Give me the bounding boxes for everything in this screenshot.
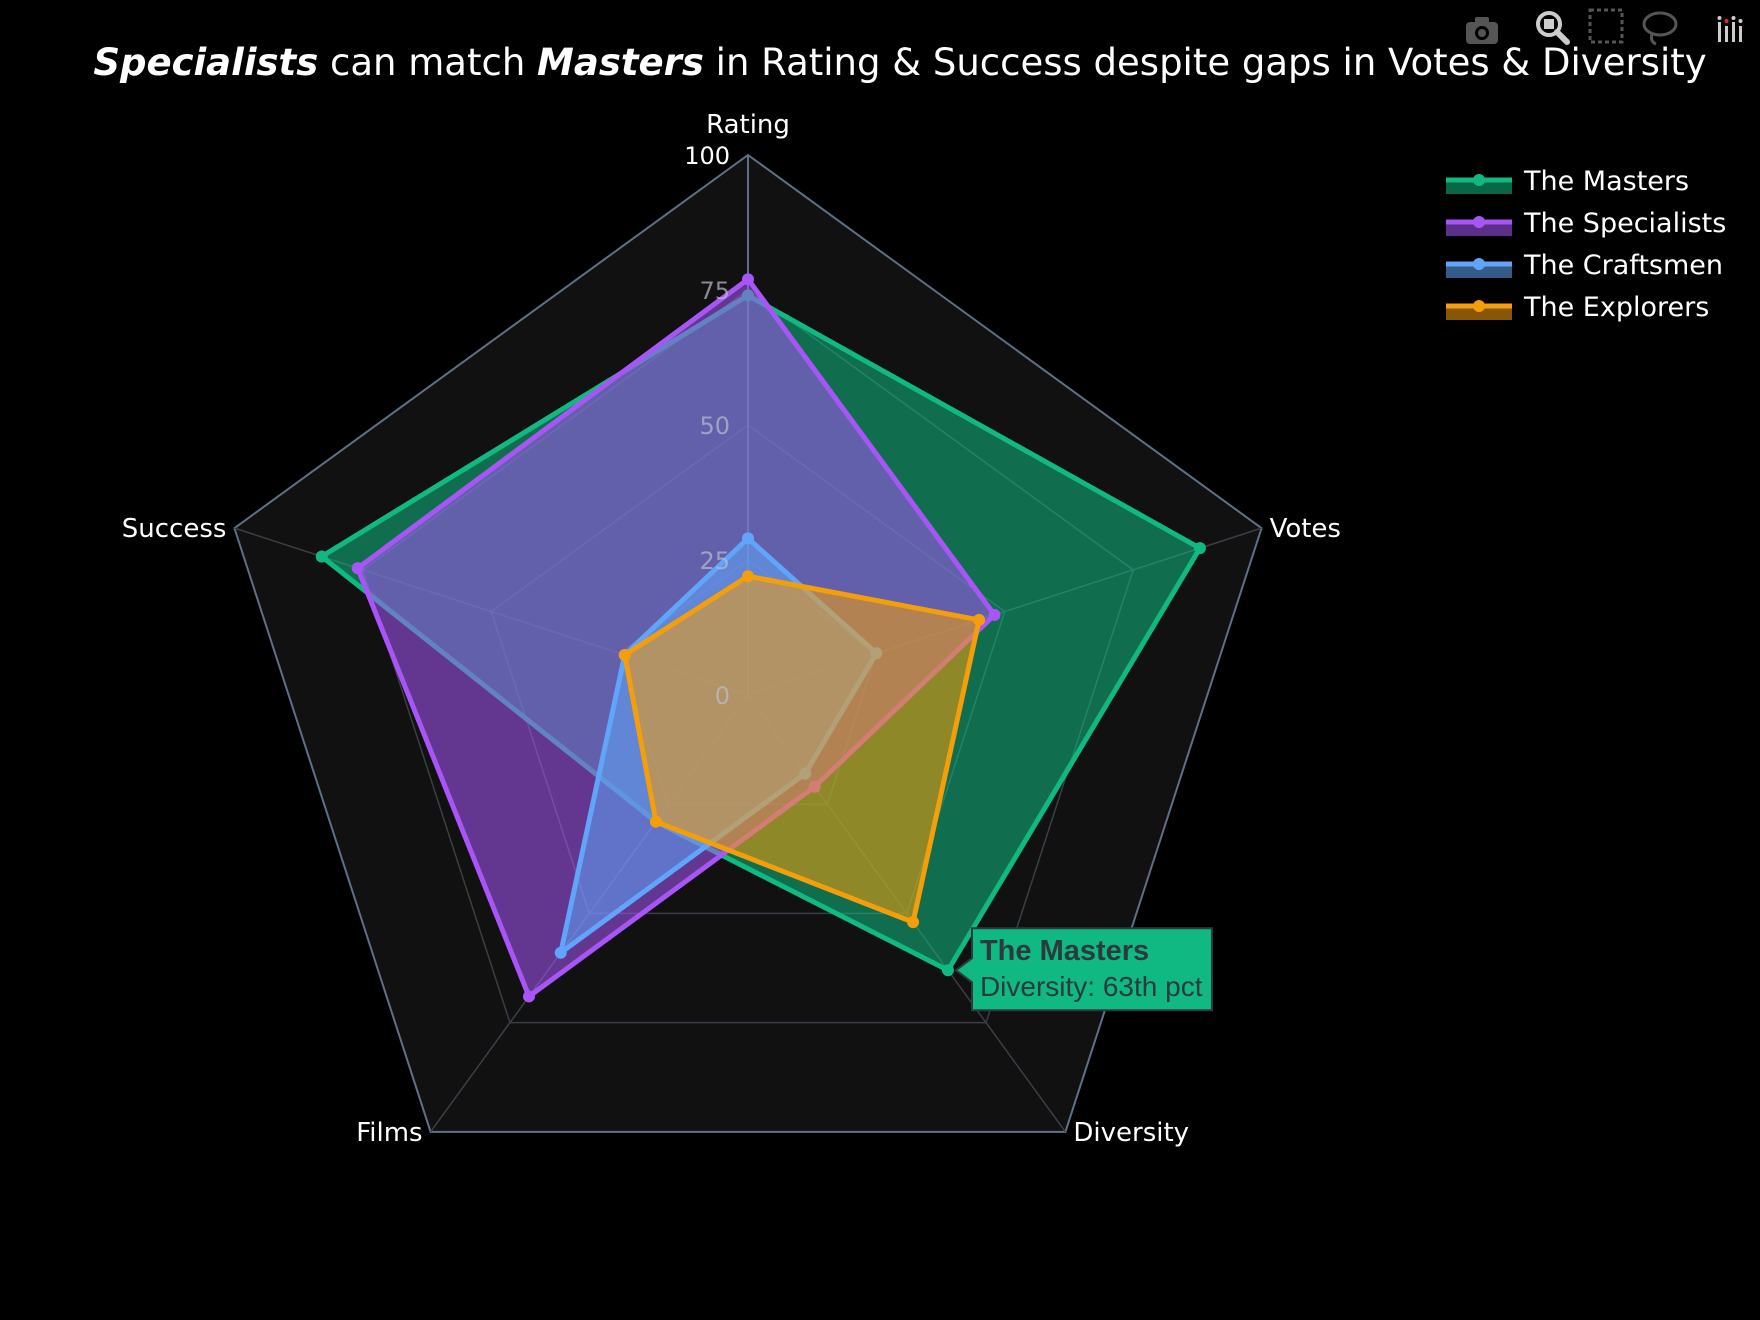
legend-item-the-explorers[interactable]: The Explorers (1446, 292, 1709, 323)
point-the-masters-diversity[interactable] (941, 964, 954, 977)
legend-label: The Masters (1523, 166, 1689, 197)
lasso-select-icon[interactable] (1642, 11, 1678, 46)
legend: The Masters The Specialists The Craftsmen T… (1446, 166, 1726, 323)
point-the-craftsmen-films[interactable] (554, 946, 567, 959)
axis-label-success: Success (122, 514, 227, 544)
point-the-explorers-success[interactable] (618, 648, 631, 661)
legend-label: The Specialists (1523, 208, 1726, 239)
point-the-explorers-votes[interactable] (973, 613, 986, 626)
point-the-explorers-diversity[interactable] (907, 916, 920, 929)
legend-marker (1473, 258, 1485, 270)
hover-box (954, 927, 1213, 1012)
plotly-logo-icon[interactable] (1717, 16, 1743, 42)
legend-label: The Craftsmen (1523, 250, 1723, 281)
radial-tick-labels: 0 25 50 75 100 (684, 142, 730, 710)
axis-label-films: Films (356, 1118, 422, 1148)
legend-item-the-craftsmen[interactable]: The Craftsmen (1446, 250, 1723, 281)
point-the-specialists-votes[interactable] (988, 608, 1001, 621)
point-the-explorers-rating[interactable] (742, 570, 754, 583)
legend-marker (1473, 174, 1485, 186)
chart-title: Specialists can match Masters in Rating … (93, 41, 1706, 84)
legend-swatch (1446, 306, 1512, 320)
tick-label-100: 100 (684, 142, 730, 170)
hover-text: Diversity: 63th pct (980, 971, 1203, 1002)
axis-label-rating: Rating (706, 110, 790, 140)
legend-item-the-specialists[interactable]: The Specialists (1446, 208, 1726, 239)
point-the-specialists-success[interactable] (351, 562, 364, 575)
tick-label-25: 25 (699, 547, 730, 575)
legend-swatch (1446, 180, 1512, 194)
title-part-3: in Rating & Success despite gaps in Vote… (704, 41, 1707, 84)
camera-icon[interactable] (1466, 17, 1498, 44)
axis-label-votes: Votes (1270, 514, 1341, 544)
title-part-1: can match (318, 41, 537, 84)
angular-axis-labels: Rating Votes Diversity Films Success (122, 110, 1341, 1148)
point-the-specialists-films[interactable] (522, 990, 535, 1003)
axis-label-diversity: Diversity (1073, 1118, 1189, 1148)
legend-item-the-masters[interactable]: The Masters (1446, 166, 1689, 197)
modebar (1466, 8, 1743, 46)
zoom-icon[interactable] (1536, 11, 1570, 45)
series-layer (315, 273, 1206, 1003)
legend-label: The Explorers (1523, 292, 1709, 323)
point-the-craftsmen-rating[interactable] (742, 532, 754, 545)
box-select-icon[interactable] (1588, 8, 1624, 44)
legend-swatch (1446, 264, 1512, 278)
legend-swatch (1446, 222, 1512, 236)
tick-label-50: 50 (699, 412, 730, 440)
point-the-explorers-films[interactable] (649, 815, 662, 828)
legend-marker (1473, 300, 1485, 312)
hover-tooltip: The Masters Diversity: 63th pct (954, 927, 1213, 1012)
series-area-the-explorers (622, 573, 982, 925)
point-the-masters-votes[interactable] (1193, 542, 1206, 555)
series-the-explorers (618, 570, 986, 929)
tick-label-0: 0 (715, 682, 730, 710)
title-part-0: Specialists (93, 41, 318, 84)
point-the-specialists-rating[interactable] (742, 273, 754, 286)
hover-title: The Masters (980, 935, 1149, 967)
title-part-2: Masters (537, 41, 704, 84)
point-the-masters-success[interactable] (315, 550, 328, 563)
tick-label-75: 75 (699, 277, 730, 305)
legend-marker (1473, 216, 1485, 228)
